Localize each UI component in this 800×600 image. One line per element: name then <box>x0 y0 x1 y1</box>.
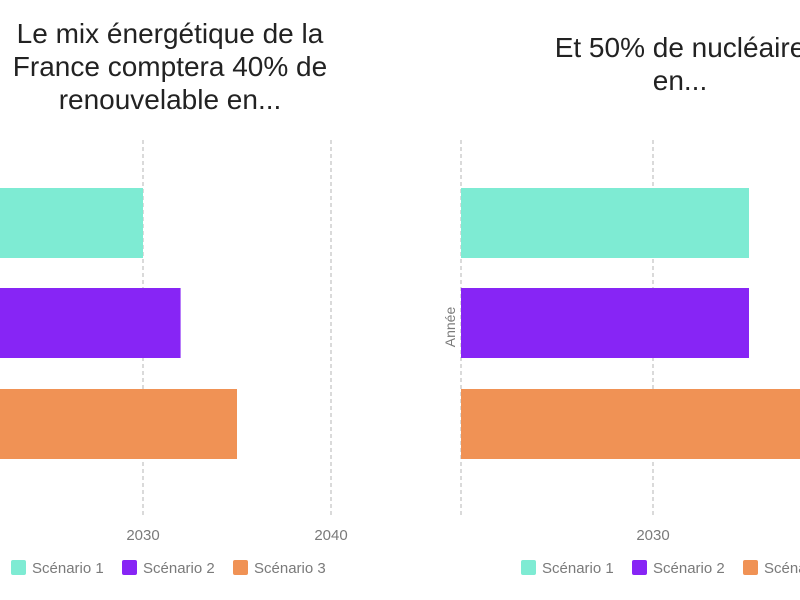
bar-1 <box>0 188 143 258</box>
legend-swatch-3 <box>743 560 758 575</box>
legend-swatch-1 <box>521 560 536 575</box>
legend-swatch-3 <box>233 560 248 575</box>
bar-3 <box>0 389 237 459</box>
chart-title-line: Le mix énergétique de la <box>17 18 324 49</box>
chart-title-line: France comptera 40% de <box>13 51 327 82</box>
legend-swatch-2 <box>122 560 137 575</box>
legend-swatch-1 <box>11 560 26 575</box>
legend-label-1: Scénario 1 <box>32 560 104 577</box>
chart-title-line: renouvelable en... <box>59 84 282 115</box>
chart-title-line: Et 50% de nucléaire <box>555 32 800 63</box>
x-tick-label: 2030 <box>636 527 669 544</box>
bar-1 <box>461 188 749 258</box>
legend-label-1: Scénario 1 <box>542 560 614 577</box>
bar-2 <box>0 288 181 358</box>
y-axis-label: Année <box>442 307 458 348</box>
legend-swatch-2 <box>632 560 647 575</box>
legend-label-3: Scénario 3 <box>764 560 800 577</box>
bar-2 <box>461 288 749 358</box>
x-tick-label: 2040 <box>314 527 347 544</box>
legend-label-3: Scénario 3 <box>254 560 326 577</box>
legend-label-2: Scénario 2 <box>653 560 725 577</box>
x-tick-label: 2030 <box>126 527 159 544</box>
legend-label-2: Scénario 2 <box>143 560 215 577</box>
bar-3 <box>461 389 800 459</box>
chart-title-line: en... <box>653 65 707 96</box>
